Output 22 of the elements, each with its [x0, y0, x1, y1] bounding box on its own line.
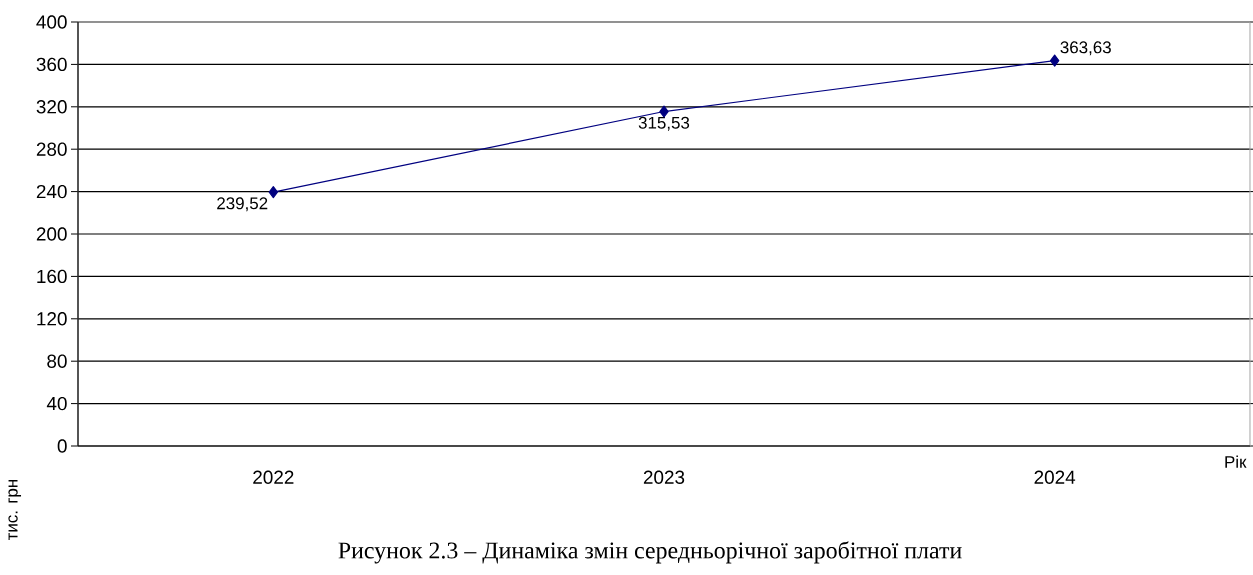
- point: [268, 186, 279, 199]
- y-tick-label: 160: [37, 269, 67, 284]
- y-tick-label: 280: [36, 142, 67, 156]
- y-tick-label: 120: [37, 312, 67, 326]
- x-tick-label: 2023: [643, 470, 685, 484]
- y-tick-label: 240: [36, 184, 67, 199]
- y-tick-label: 80: [47, 354, 67, 368]
- data-label: 315,53: [638, 116, 690, 131]
- text: Рисунок 2.3 – Динаміка змін середньорічної заробітної плати: [338, 541, 962, 564]
- point: [1049, 54, 1060, 67]
- y-tick-label: 40: [46, 396, 67, 411]
- y-tick-label: 360: [36, 57, 67, 72]
- y-tick-label: 0: [57, 439, 67, 453]
- x-tick-label: 2024: [1034, 470, 1076, 484]
- x-tick-label: 2022: [253, 470, 294, 484]
- y-tick-label: 400: [36, 15, 67, 29]
- x-axis-title: Рік: [1225, 455, 1247, 468]
- data-label: 363,63: [1060, 41, 1111, 56]
- data-label: 239,52: [217, 197, 268, 212]
- y-tick-label: 320: [36, 100, 67, 114]
- y-axis-title: тис. грн: [8, 479, 22, 541]
- y-tick-label: 200: [36, 227, 67, 241]
